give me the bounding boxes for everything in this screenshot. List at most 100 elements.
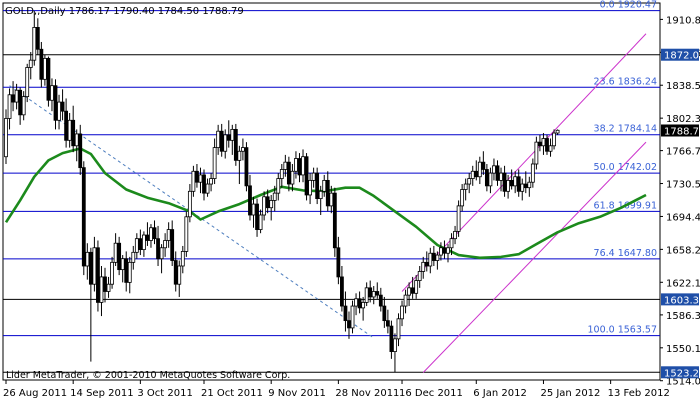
candle-body (21, 96, 26, 116)
candle-body (470, 170, 475, 179)
candle-body (364, 287, 369, 303)
candle-body (25, 67, 30, 98)
candle-body (446, 247, 450, 254)
candle-body (357, 298, 362, 309)
candle-body (488, 172, 493, 187)
candle-body (417, 271, 422, 281)
x-tick-label: 28 Nov 2011 (335, 388, 399, 399)
candle-body (385, 320, 390, 327)
candle-body (11, 94, 15, 103)
y-tick-label: 1766.70 (666, 147, 700, 158)
candle-body (103, 276, 107, 292)
candle-body (460, 189, 465, 207)
level-price-box-label: 1523.27 (664, 368, 700, 379)
candle-body (393, 338, 397, 352)
y-tick-label: 1802.35 (666, 114, 700, 125)
plot-area-frame (2, 2, 661, 381)
candle-body (304, 156, 309, 196)
candle-body (506, 179, 510, 192)
candle-body (492, 165, 496, 174)
candle-body (14, 89, 19, 103)
candle-body (523, 183, 528, 189)
candle-body (81, 167, 86, 267)
level-price-box-label: 1603.34 (664, 295, 700, 306)
candle-body (92, 247, 97, 285)
candle-body (187, 190, 192, 218)
x-tick-label: 16 Dec 2011 (399, 388, 463, 399)
y-tick-label: 1622.10 (666, 278, 700, 289)
candle-body (297, 158, 302, 176)
candle-body (60, 101, 65, 112)
candle-body (340, 276, 344, 307)
candle-body (463, 183, 468, 190)
moving-average-line (4, 147, 647, 260)
candle-body (209, 178, 213, 185)
x-tick-label: 25 Jan 2012 (540, 388, 600, 399)
candle-body (78, 133, 83, 169)
fib-level-label: 50.0 1742.02 (594, 162, 657, 173)
candle-body (99, 276, 104, 303)
candle-body (283, 161, 288, 170)
candle-body (389, 325, 394, 352)
candle-body (442, 247, 447, 254)
horizontal-levels (3, 54, 660, 373)
y-tick-label: 1514.00 (666, 377, 700, 388)
candle-body (18, 89, 23, 116)
candle-body (477, 161, 482, 178)
fib-level-label: 100.0 1563.57 (587, 325, 657, 336)
fibonacci-levels: 0.0 1920.47 23.6 1836.24 38.2 1784.14 50.0 … (3, 0, 660, 337)
candle-body (64, 110, 69, 141)
candle-body (50, 85, 54, 101)
candle-body (502, 172, 507, 192)
candle-body (149, 227, 153, 241)
candle-body (484, 169, 489, 187)
candle-body (347, 320, 351, 329)
candle-body (265, 196, 270, 209)
candle-body (322, 179, 327, 192)
candle-body (57, 101, 61, 121)
candle-body (39, 48, 44, 80)
candle-body (286, 161, 291, 185)
candle-body (198, 174, 203, 183)
candle-body (396, 318, 401, 340)
candle-body (74, 133, 79, 147)
candle-body (424, 261, 429, 267)
candle-body (428, 252, 433, 267)
candle-body (325, 179, 330, 207)
y-tick-label: 1838.50 (666, 81, 700, 92)
candle-body (124, 258, 129, 283)
candle-body (195, 170, 199, 183)
candle-body (145, 234, 150, 241)
candle-body (46, 57, 51, 101)
candle-body (131, 251, 136, 263)
candle-body (439, 247, 443, 256)
level-price-box-label: 1872.01 (664, 51, 700, 62)
x-tick-label: 14 Sep 2011 (70, 388, 133, 399)
candle-body (315, 172, 320, 200)
candle-body (552, 132, 556, 147)
level-price-box-bg (661, 48, 699, 61)
candle-body (453, 230, 457, 240)
candle-body (251, 203, 256, 216)
candle-body (548, 145, 553, 152)
candle-body (499, 172, 503, 181)
candle-body (4, 118, 8, 158)
candle-body (421, 261, 426, 272)
fib-level-label: 38.2 1784.14 (594, 124, 657, 135)
candles (4, 11, 560, 373)
candle-body (166, 229, 171, 241)
candle-body (117, 242, 122, 271)
x-tick-label: 21 Oct 2011 (201, 388, 263, 399)
candle-body (233, 128, 238, 161)
candle-body (205, 183, 210, 194)
candle-body (400, 305, 404, 320)
candle-body (509, 179, 514, 187)
candle-body (262, 196, 267, 216)
candle-body (226, 134, 231, 141)
candle-body (142, 234, 146, 250)
y-tick-label: 1586.30 (666, 311, 700, 322)
candle-body (308, 179, 312, 196)
candle-body (272, 192, 277, 201)
candle-body (255, 203, 259, 230)
